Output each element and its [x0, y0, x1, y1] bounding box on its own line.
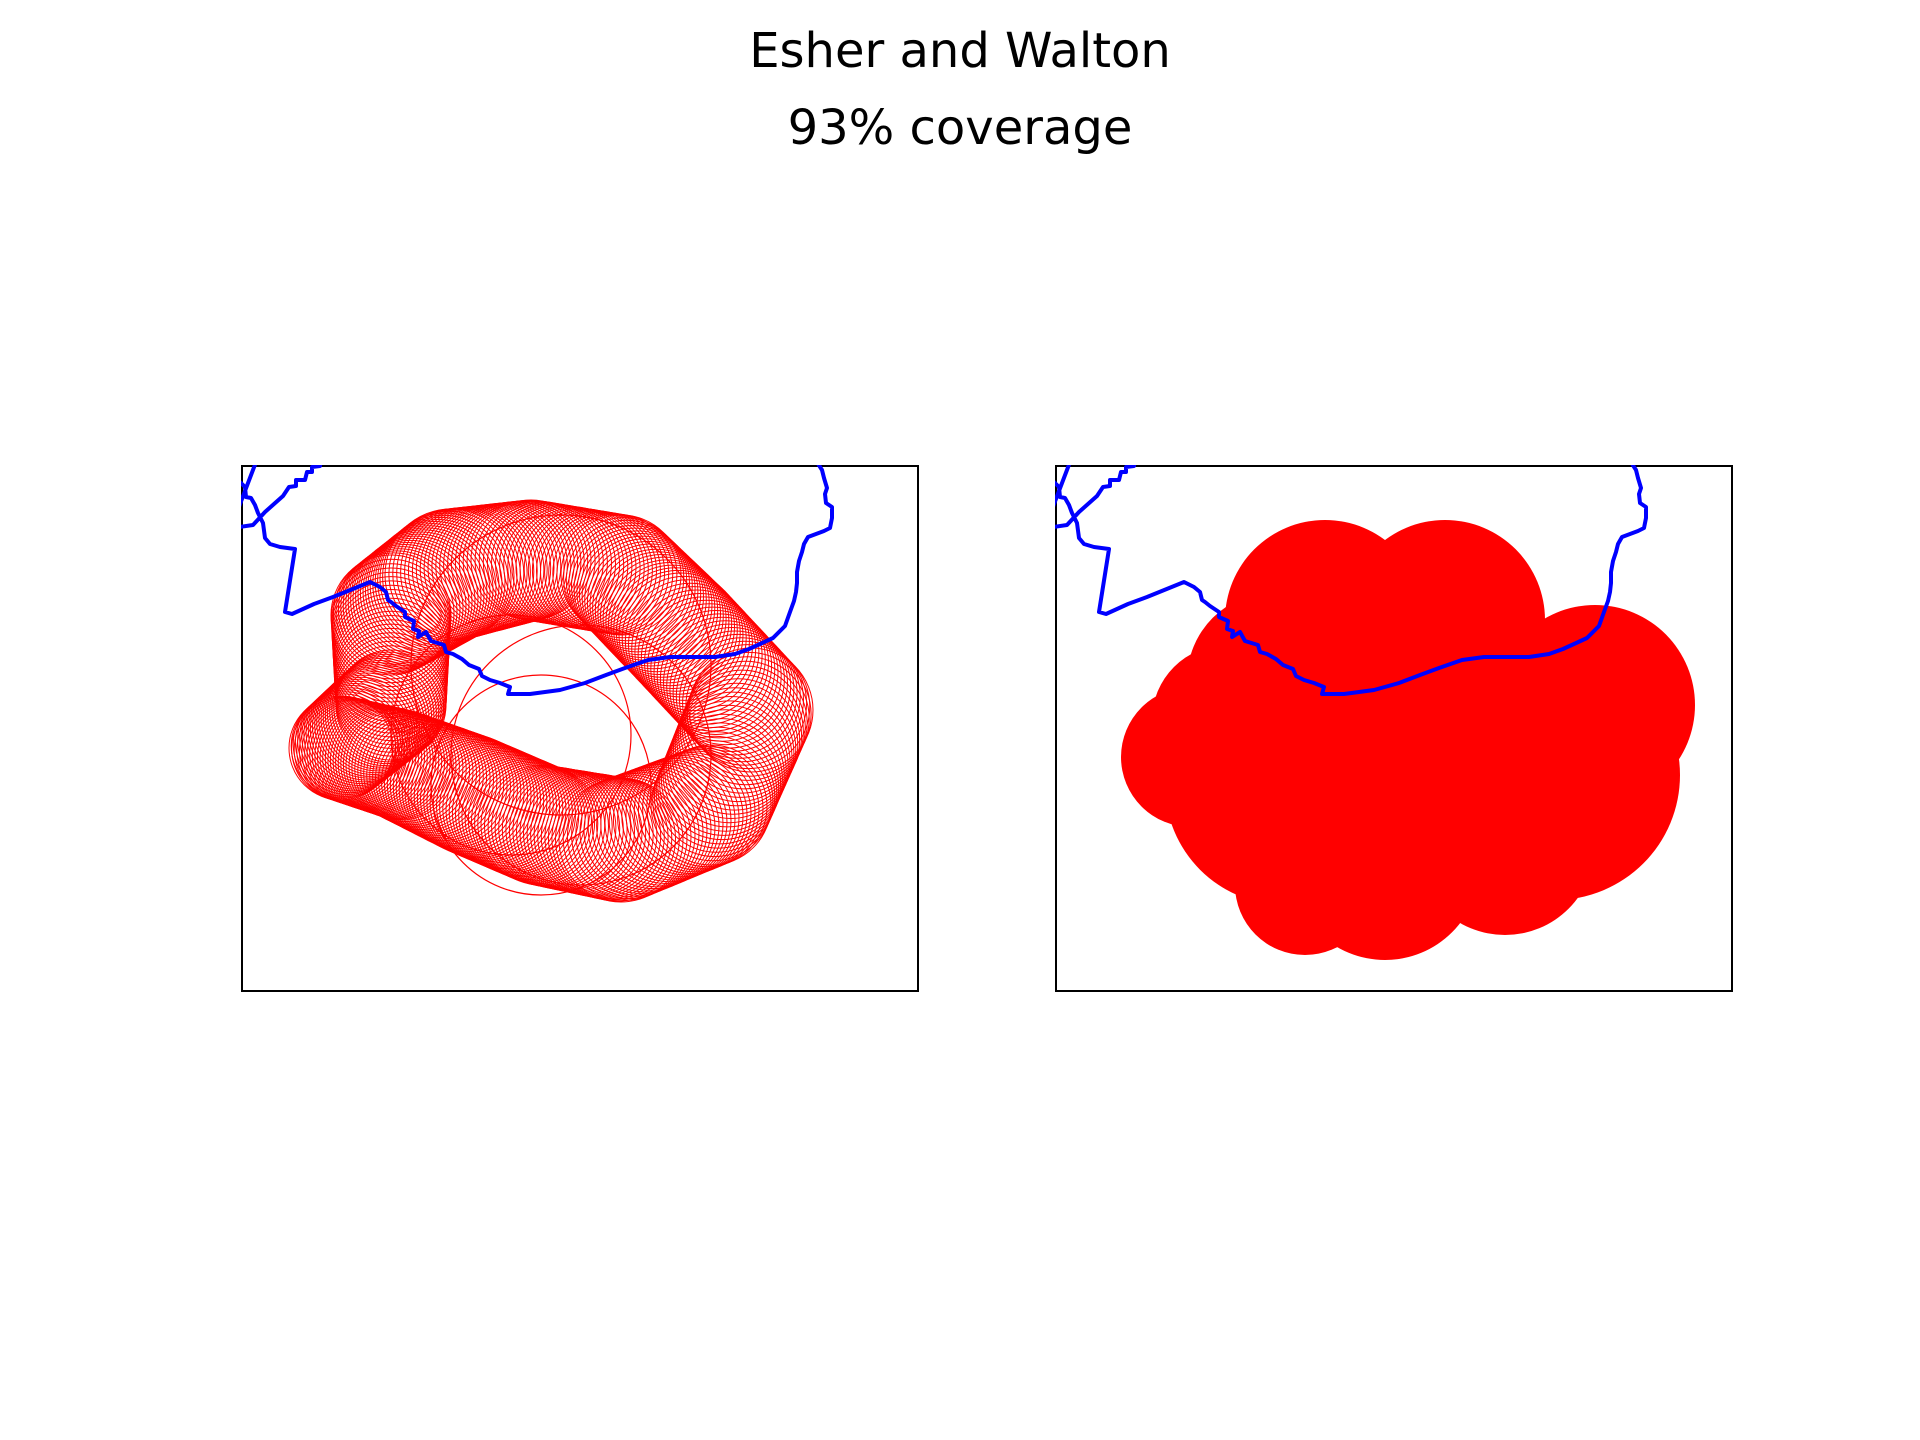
- coverage-circle: [298, 698, 405, 805]
- coverage-circle: [674, 682, 799, 807]
- coverage-circle: [625, 753, 748, 876]
- coverage-circle: [563, 517, 685, 639]
- coverage-circle: [307, 676, 416, 785]
- coverage-circle: [672, 630, 798, 756]
- coverage-circle: [640, 596, 766, 722]
- coverage-circle: [591, 765, 716, 890]
- coverage-circle: [579, 533, 702, 656]
- coverage-circle: [666, 704, 789, 828]
- coverage-circles: [288, 499, 814, 903]
- coverage-fill: [1121, 520, 1695, 960]
- coverage-circle: [450, 624, 712, 886]
- coverage-circle: [330, 554, 452, 676]
- district-boundary: [1055, 465, 1648, 696]
- coverage-circle: [675, 633, 801, 759]
- coverage-circle: [617, 756, 740, 879]
- coverage-circle: [294, 689, 401, 796]
- coverage-circle: [612, 758, 736, 881]
- coverage-circle: [663, 620, 788, 746]
- coverage-circle: [656, 613, 782, 739]
- coverage-circle: [390, 614, 632, 856]
- filled-coverage-panel: [1055, 465, 1733, 992]
- coverage-circle: [291, 696, 397, 802]
- coverage-circle: [596, 764, 720, 888]
- coverage-circle: [576, 530, 699, 653]
- coverage-circle: [660, 718, 783, 841]
- coverage-circle: [326, 657, 437, 768]
- coverage-circle: [676, 678, 801, 803]
- coverage-circle: [679, 669, 804, 794]
- coverage-circle: [666, 623, 792, 749]
- coverage-circle: [410, 734, 532, 856]
- coverage-circle: [332, 552, 455, 674]
- coverage-circle: [322, 662, 433, 772]
- coverage-circle: [451, 752, 573, 874]
- coverage-circle: [410, 514, 712, 816]
- coverage-circle: [681, 665, 806, 790]
- coverage-circle: [565, 519, 688, 642]
- coverage-circle: [671, 691, 795, 815]
- coverage-circle: [304, 699, 411, 806]
- coverage-circle: [629, 752, 752, 874]
- filled-plot: [1055, 465, 1695, 960]
- coverage-circle: [301, 698, 408, 806]
- coverage-circle: [350, 537, 476, 664]
- coverage-circle: [653, 610, 779, 735]
- coverage-circle: [653, 735, 776, 858]
- coverage-circle: [637, 749, 760, 871]
- coverage-circle: [683, 660, 808, 786]
- coverage-circle: [586, 540, 710, 664]
- coverage-circle: [633, 750, 756, 873]
- coverage-circle: [448, 750, 570, 872]
- coverage-circle: [642, 747, 764, 869]
- coverage-circle: [342, 543, 467, 668]
- coverage-circle: [634, 589, 760, 715]
- coverage-circle: [337, 548, 461, 671]
- outline-plot: [241, 465, 834, 903]
- coverage-circle: [296, 697, 403, 804]
- district-boundary: [241, 465, 834, 696]
- coverage-circle: [306, 699, 414, 807]
- figure-title: Esher and Walton: [749, 23, 1171, 79]
- coverage-subtitle: 93% coverage: [787, 100, 1133, 156]
- coverage-circle: [312, 672, 420, 781]
- coverage-circle: [369, 718, 484, 834]
- coverage-circle: [637, 593, 763, 718]
- circle-outlines-panel: [241, 465, 919, 992]
- coverage-circle: [608, 759, 732, 883]
- coverage-circle: [664, 709, 787, 832]
- coverage-circle: [347, 539, 473, 665]
- coverage-circle: [615, 569, 741, 695]
- coverage-circle: [309, 700, 417, 808]
- coverage-circle: [650, 606, 776, 732]
- coverage-circle: [362, 527, 491, 656]
- coverage-circle: [364, 525, 494, 654]
